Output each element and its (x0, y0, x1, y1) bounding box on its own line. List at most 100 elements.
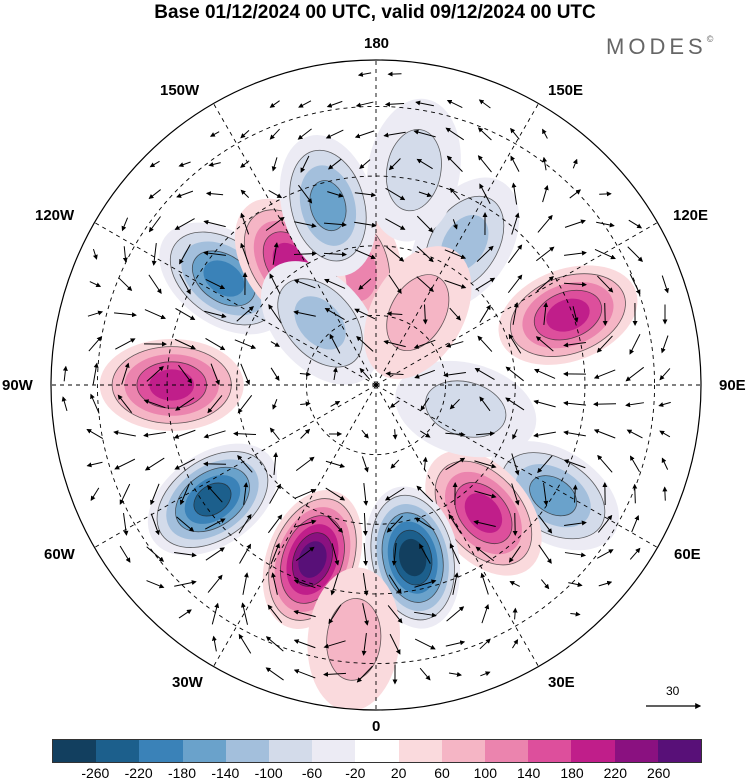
wind-arrow (328, 604, 342, 625)
wind-arrow (659, 368, 671, 381)
wind-arrow (144, 457, 165, 471)
lon-label-30e: 30E (548, 674, 575, 691)
wind-arrow (414, 369, 436, 379)
wind-arrow (446, 606, 465, 622)
wind-arrow (300, 428, 311, 439)
wind-arrow (122, 246, 128, 263)
wind-arrow (88, 336, 102, 352)
colorbar-tick-label: -260 (81, 765, 110, 781)
colorbar (52, 739, 702, 763)
wind-arrow (269, 128, 281, 140)
wind-arrow (416, 158, 433, 170)
anomaly-cell (498, 265, 638, 365)
wind-arrow (272, 398, 278, 410)
wind-arrow (384, 487, 405, 501)
wind-arrow (414, 611, 437, 618)
wind-arrow (512, 302, 519, 325)
wind-arrow (416, 485, 434, 503)
wind-arrow (362, 573, 369, 596)
wind-arrow (629, 547, 641, 560)
wind-arrow (602, 302, 608, 326)
wind-arrow (510, 155, 520, 172)
wind-arrow (117, 394, 133, 414)
wind-arrow (363, 483, 369, 506)
wind-arrow (143, 399, 166, 409)
wind-arrow (449, 187, 461, 200)
lon-label-30w: 30W (172, 674, 203, 691)
lon-label-60e: 60E (674, 546, 701, 563)
wind-arrow (481, 603, 490, 624)
meridian-line (94, 222, 377, 386)
wind-arrow (418, 191, 433, 198)
wind-arrow (294, 488, 317, 499)
wind-arrow (479, 396, 491, 412)
wind-arrow (563, 400, 586, 406)
wind-arrow (631, 515, 640, 533)
wind-arrow (61, 396, 68, 411)
wind-arrow (632, 483, 638, 504)
wind-arrow (362, 512, 368, 536)
reference-vector-label: 30 (666, 684, 680, 698)
colorbar-swatch (96, 740, 140, 762)
colorbar-tick-label: 20 (390, 765, 407, 781)
wind-arrow (87, 310, 104, 317)
wind-arrow (354, 308, 376, 320)
wind-arrow (572, 158, 578, 169)
wind-arrow (150, 483, 160, 506)
wind-arrow (475, 431, 495, 437)
wind-arrow (324, 278, 346, 289)
wind-arrow (473, 520, 496, 527)
wind-arrow (419, 667, 431, 681)
wind-arrow (533, 431, 556, 438)
wind-arrow (325, 460, 346, 468)
wind-arrow (293, 279, 316, 289)
wind-arrow (149, 160, 160, 168)
wind-arrow (448, 513, 462, 534)
wind-arrow (239, 543, 251, 564)
colorbar-swatch (528, 740, 572, 762)
wind-arrow (240, 602, 248, 625)
wind-arrow (121, 362, 130, 385)
wind-arrow (265, 667, 284, 681)
wind-arrow (446, 155, 463, 172)
wind-arrow (175, 308, 196, 321)
colorbar-tick-label: -60 (301, 765, 323, 781)
meridian-line (213, 384, 377, 667)
copyright-mark: © (706, 34, 714, 44)
wind-arrow (477, 335, 493, 352)
wind-arrow (113, 430, 136, 437)
wind-arrow (626, 429, 643, 439)
wind-arrow (178, 161, 191, 168)
wind-arrow (594, 248, 616, 260)
wind-arrow (118, 277, 133, 292)
wind-arrow (361, 456, 369, 473)
modes-logo: MODES© (606, 34, 713, 60)
wind-arrow (445, 341, 464, 348)
wind-arrow (363, 542, 369, 566)
wind-arrow (240, 129, 250, 139)
wind-arrow (179, 274, 191, 295)
wind-arrow (386, 246, 405, 262)
wind-arrow (150, 513, 160, 536)
wind-arrow (568, 582, 583, 588)
wind-arrow (629, 333, 641, 355)
wind-arrow (359, 367, 371, 380)
wind-arrow (205, 547, 225, 561)
wind-arrow (627, 246, 643, 262)
wind-arrow (414, 579, 437, 588)
wind-arrow (597, 275, 614, 293)
wind-arrow (174, 338, 196, 350)
wind-arrow (445, 457, 466, 471)
colorbar-tick-label: -220 (124, 765, 153, 781)
meridian-line (375, 384, 658, 548)
colorbar-tick-label: 140 (516, 765, 541, 781)
wind-arrow (479, 183, 491, 204)
wind-arrow (507, 244, 523, 264)
wind-arrow (474, 460, 497, 469)
wind-arrow (477, 127, 492, 141)
wind-arrow (511, 453, 520, 476)
lon-label-150w: 150W (160, 82, 200, 99)
wind-arrow (511, 483, 520, 506)
wind-arrow (356, 335, 374, 352)
